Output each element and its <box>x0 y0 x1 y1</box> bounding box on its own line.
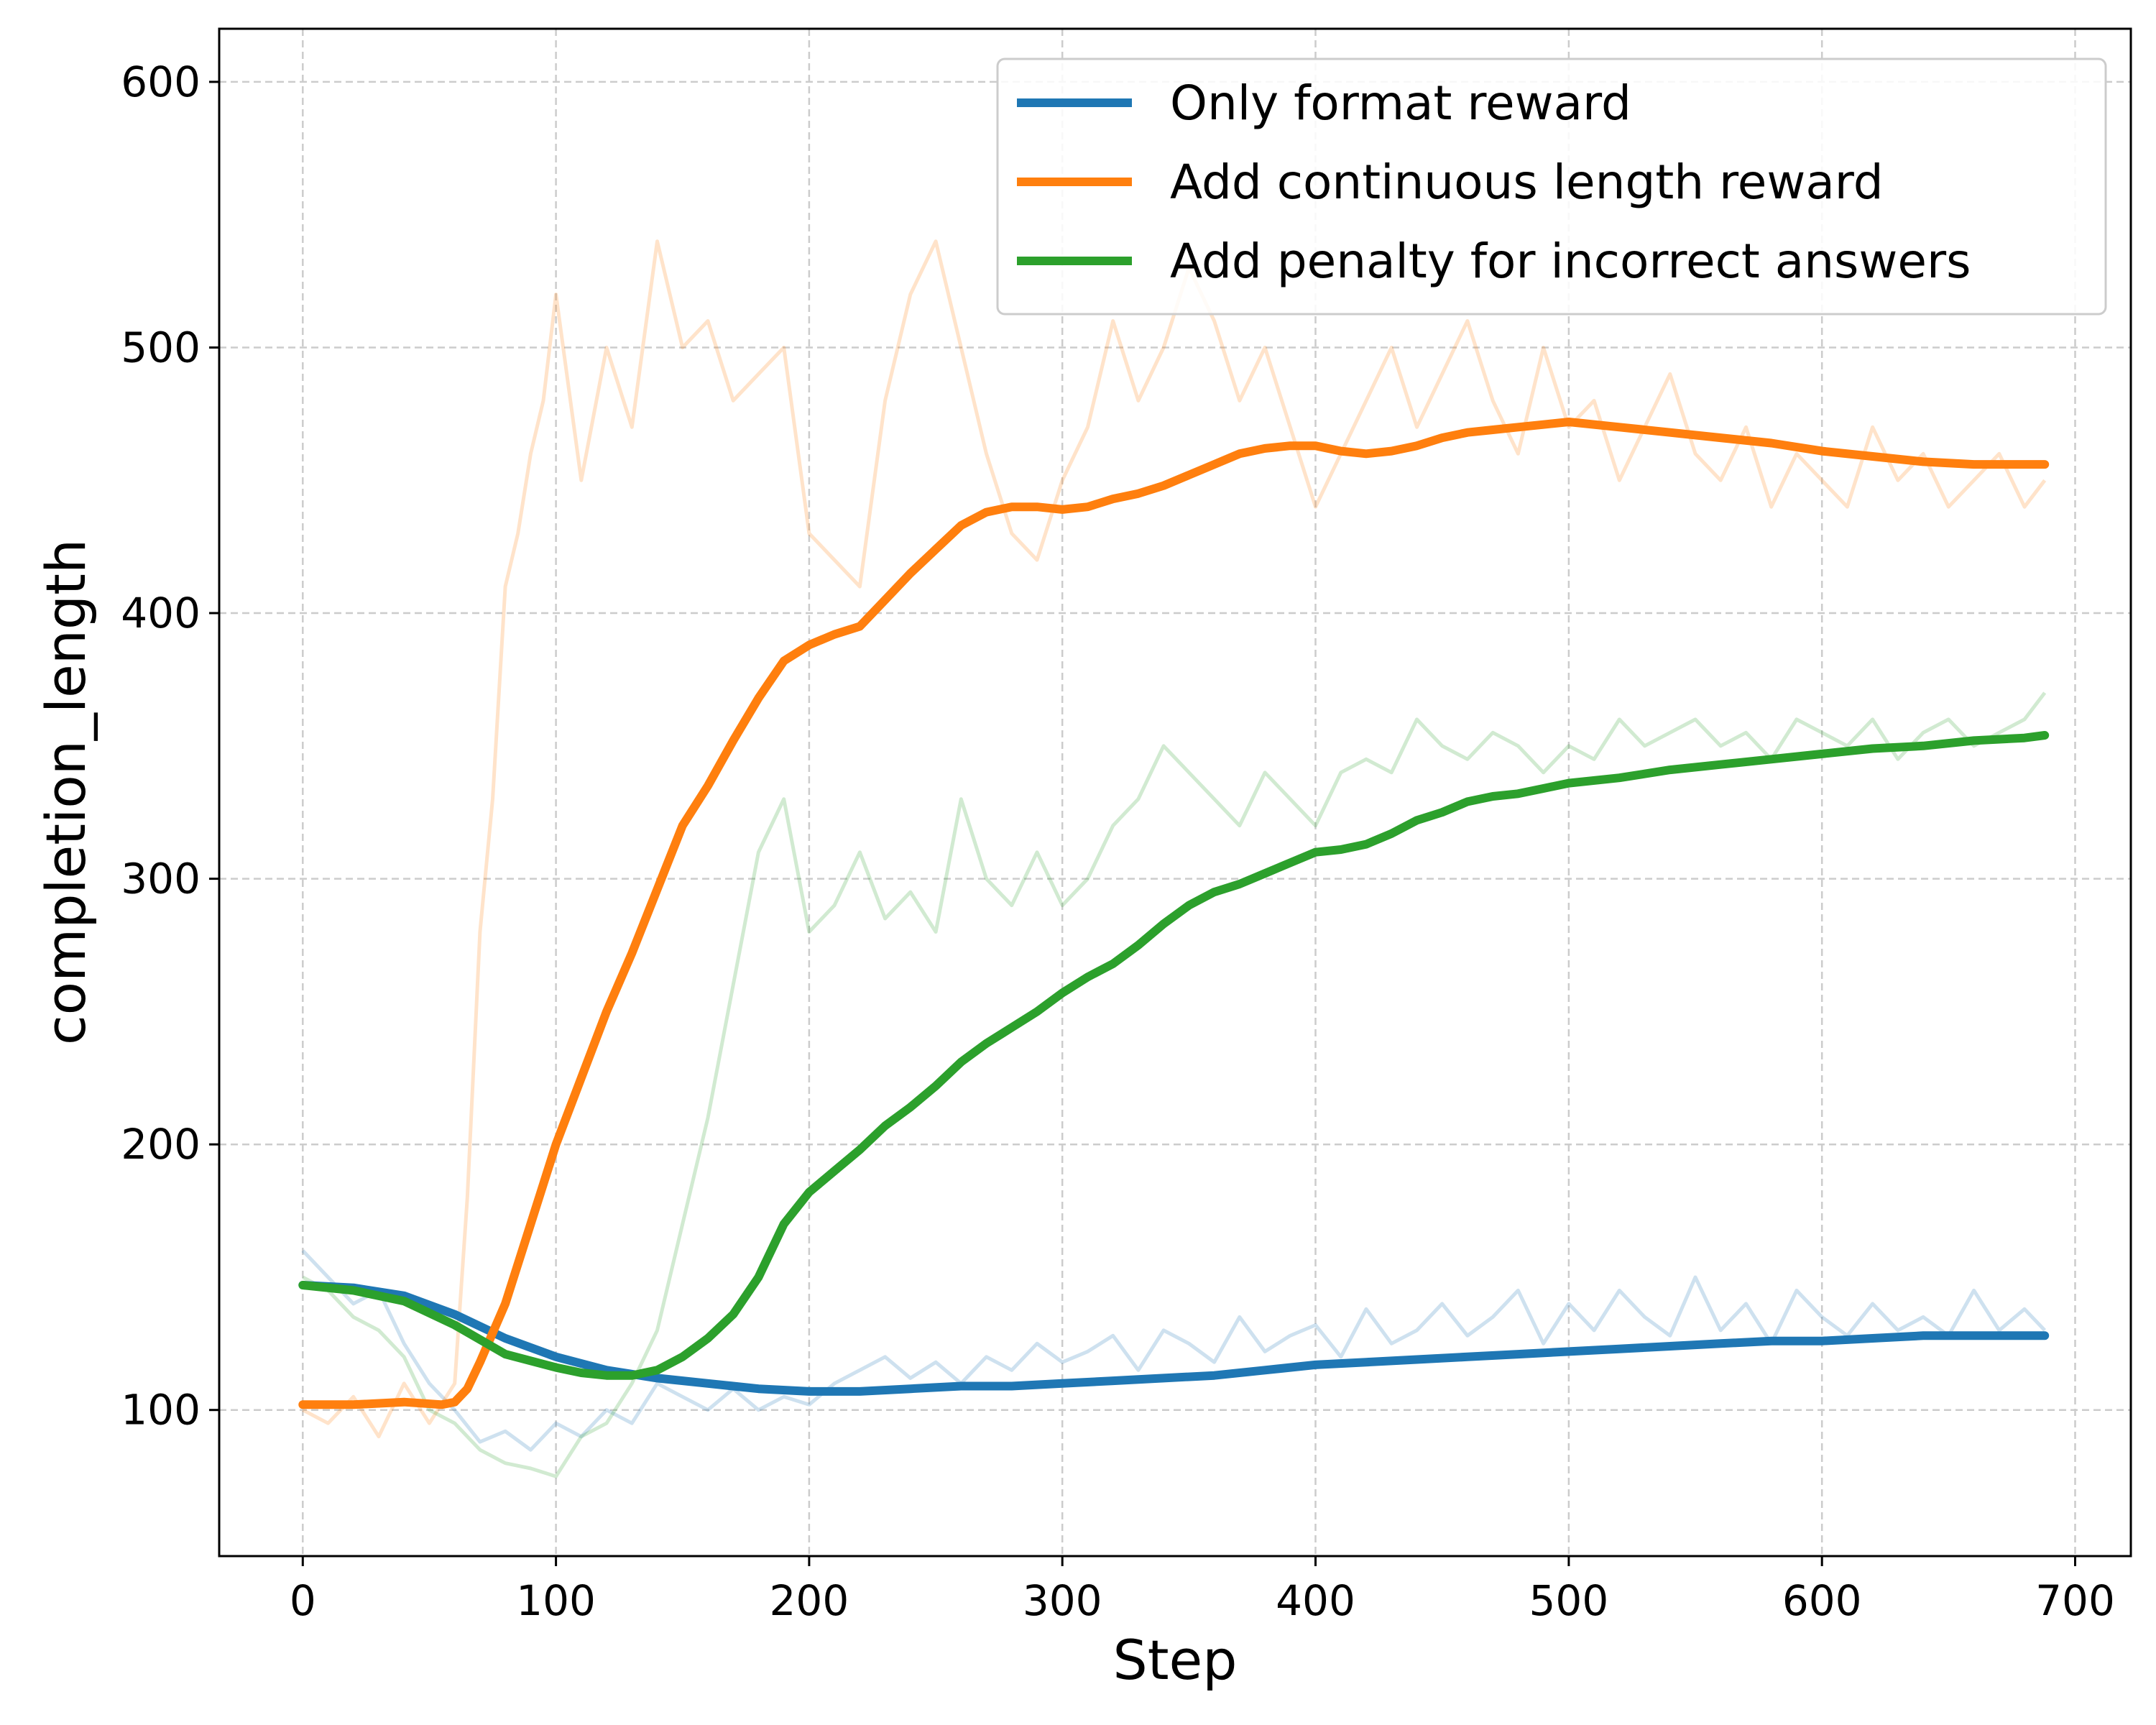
x-tick-label: 600 <box>1782 1576 1862 1625</box>
smoothed-line-penalty <box>298 731 2050 1380</box>
plot-frame <box>218 27 2132 1558</box>
y-tick-label: 500 <box>121 323 201 372</box>
raw-line-penalty <box>302 691 2047 1478</box>
x-tick-label: 700 <box>2035 1576 2115 1625</box>
legend-box <box>996 58 2107 316</box>
legend-label-penalty: Add penalty for incorrect answers <box>1170 234 1971 289</box>
y-axis-title: completion_length <box>34 539 98 1045</box>
smoothed-series-lines <box>298 418 2050 1409</box>
x-axis-title: Step <box>1112 1628 1237 1692</box>
legend-label-length: Add continuous length reward <box>1170 155 1884 210</box>
legend-label-format: Only format reward <box>1170 75 1631 131</box>
x-tick-label: 500 <box>1529 1576 1609 1625</box>
y-tick-label: 600 <box>121 58 201 106</box>
x-tick-label: 400 <box>1276 1576 1355 1625</box>
x-tick-label: 0 <box>290 1576 316 1625</box>
legend: Only format reward Add continuous length… <box>996 58 2107 316</box>
x-tick-label: 100 <box>516 1576 596 1625</box>
smoothed-line-length <box>298 418 2050 1409</box>
x-tick-label: 200 <box>770 1576 849 1625</box>
y-tick-label: 100 <box>121 1386 201 1435</box>
x-tick-label: 300 <box>1023 1576 1102 1625</box>
y-tick-label: 200 <box>121 1120 201 1169</box>
y-tick-label: 400 <box>121 589 201 638</box>
smoothed-line-format <box>298 1281 2050 1396</box>
raw-line-format <box>301 1249 2047 1452</box>
axis-ticks: 0 100 200 300 400 500 600 700 100 200 300 400 500 600 <box>121 58 2115 1625</box>
y-tick-label: 300 <box>121 855 201 903</box>
